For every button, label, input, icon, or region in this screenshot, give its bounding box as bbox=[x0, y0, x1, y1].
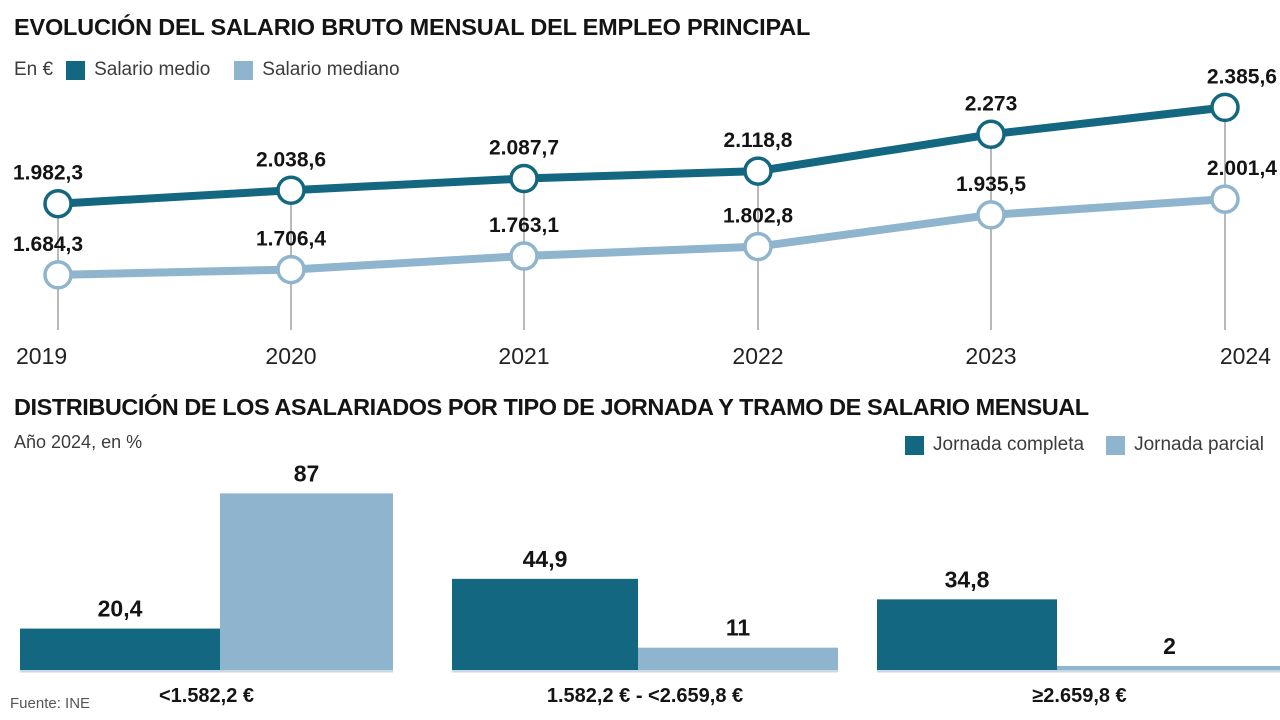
series-line-salario-mediano bbox=[54, 195, 1229, 279]
data-point-marker bbox=[509, 241, 539, 271]
x-axis-label: 2020 bbox=[265, 343, 316, 369]
value-label-salario-medio: 1.982,3 bbox=[13, 162, 83, 185]
line-chart-section: EVOLUCIÓN DEL SALARIO BRUTO MENSUAL DEL … bbox=[13, 14, 1277, 369]
square-swatch-dark-icon bbox=[905, 435, 925, 455]
bar-value-label-completa: 44,9 bbox=[523, 546, 568, 572]
bar-chart-legend: Jornada completa Jornada parcial bbox=[883, 432, 1264, 458]
bar-jornada-completa bbox=[452, 578, 638, 670]
data-point-marker bbox=[276, 175, 306, 206]
bar-value-label-parcial: 87 bbox=[294, 460, 320, 486]
x-axis-label: 2024 bbox=[1220, 343, 1271, 369]
bar-category-label: ≥2.659,8 € bbox=[1032, 685, 1126, 707]
line-chart-tick-marks bbox=[57, 107, 1226, 330]
legend-item-jornada-parcial: Jornada parcial bbox=[1106, 434, 1264, 456]
legend-item-salario-mediano: Salario mediano bbox=[234, 59, 400, 81]
bar-value-label-completa: 34,8 bbox=[945, 566, 990, 592]
value-label-salario-mediano: 1.935,5 bbox=[956, 173, 1026, 196]
bar-category-label: <1.582,2 € bbox=[159, 685, 254, 707]
data-point-marker bbox=[976, 119, 1006, 150]
bar-chart-title: DISTRIBUCIÓN DE LOS ASALARIADOS POR TIPO… bbox=[14, 394, 1089, 420]
bar-chart-section: DISTRIBUCIÓN DE LOS ASALARIADOS POR TIPO… bbox=[0, 380, 1280, 720]
page-title: EVOLUCIÓN DEL SALARIO BRUTO MENSUAL DEL … bbox=[14, 14, 811, 40]
data-point-marker bbox=[1210, 92, 1240, 123]
data-point-marker bbox=[43, 188, 73, 219]
bar-jornada-parcial bbox=[220, 493, 393, 670]
line-chart-year-labels: 2019 2020 2021 2022 2023 2024 bbox=[16, 343, 1271, 369]
legend-label-salario-mediano: Salario mediano bbox=[262, 59, 400, 80]
value-label-salario-medio: 2.087,7 bbox=[489, 137, 559, 160]
bar-value-label-parcial: 2 bbox=[1163, 633, 1176, 659]
value-label-salario-medio: 2.273 bbox=[965, 92, 1018, 115]
square-swatch-light-icon bbox=[1106, 435, 1126, 455]
value-label-salario-medio: 2.118,8 bbox=[724, 129, 793, 152]
bar-chart-plot: 20,4 87 44,9 11 34,8 2 <1.582,2 € 1.582,2 € - … bbox=[20, 460, 1280, 707]
line-chart-markers bbox=[43, 92, 1240, 290]
value-label-salario-mediano: 1.763,1 bbox=[489, 214, 559, 237]
unit-label: En € bbox=[14, 59, 54, 80]
square-swatch-light-icon bbox=[234, 60, 254, 80]
bar-jornada-completa bbox=[877, 599, 1057, 670]
legend-label-salario-medio: Salario medio bbox=[94, 59, 211, 80]
bar-jornada-completa bbox=[20, 628, 220, 670]
x-axis-label: 2021 bbox=[498, 343, 549, 369]
value-label-salario-medio: 2.038,6 bbox=[256, 148, 326, 171]
source-note: Fuente: INE bbox=[10, 695, 91, 712]
bar-chart-subtitle: Año 2024, en % bbox=[14, 432, 143, 452]
data-point-marker bbox=[743, 231, 773, 262]
line-chart-plot: 1.982,3 1.684,3 2.038,6 1.706,4 2.087,7 1.763… bbox=[13, 65, 1277, 369]
value-label-salario-mediano: 1.802,8 bbox=[723, 205, 793, 228]
bar-jornada-parcial bbox=[1057, 665, 1280, 670]
bar-jornada-parcial bbox=[638, 647, 838, 670]
bar-value-label-completa: 20,4 bbox=[98, 596, 143, 622]
data-point-marker bbox=[1210, 184, 1240, 214]
legend-label-jornada-completa: Jornada completa bbox=[933, 434, 1085, 455]
bar-chart-value-labels: 20,4 87 44,9 11 34,8 2 bbox=[98, 460, 1176, 659]
x-axis-label: 2023 bbox=[965, 343, 1016, 369]
series-line-salario-medio bbox=[54, 103, 1229, 208]
legend-item-jornada-completa: Jornada completa bbox=[905, 434, 1084, 456]
line-chart-series-paths bbox=[54, 103, 1229, 279]
data-point-marker bbox=[976, 200, 1006, 230]
line-chart-legend: En € Salario medio Salario mediano bbox=[14, 57, 424, 83]
legend-item-salario-medio: Salario medio bbox=[66, 59, 210, 81]
square-swatch-dark-icon bbox=[66, 60, 86, 80]
legend-label-jornada-parcial: Jornada parcial bbox=[1134, 434, 1264, 455]
x-axis-label: 2022 bbox=[732, 343, 783, 369]
line-chart-value-labels: 1.982,3 1.684,3 2.038,6 1.706,4 2.087,7 1.763… bbox=[13, 65, 1277, 255]
value-label-salario-mediano: 1.684,3 bbox=[13, 233, 83, 256]
data-point-marker bbox=[43, 260, 73, 290]
x-axis-label: 2019 bbox=[16, 343, 67, 369]
value-label-salario-medio: 2.385,6 bbox=[1207, 65, 1277, 88]
bar-chart-bars bbox=[20, 493, 1280, 670]
value-label-salario-mediano: 2.001,4 bbox=[1207, 157, 1277, 180]
value-label-salario-mediano: 1.706,4 bbox=[256, 228, 326, 251]
data-point-marker bbox=[509, 163, 539, 194]
data-point-marker bbox=[743, 156, 773, 186]
bar-value-label-parcial: 11 bbox=[726, 615, 751, 641]
bar-category-label: 1.582,2 € - <2.659,8 € bbox=[547, 685, 743, 707]
bar-chart-category-labels: <1.582,2 € 1.582,2 € - <2.659,8 € ≥2.659,8… bbox=[159, 685, 1127, 707]
data-point-marker bbox=[276, 254, 306, 285]
